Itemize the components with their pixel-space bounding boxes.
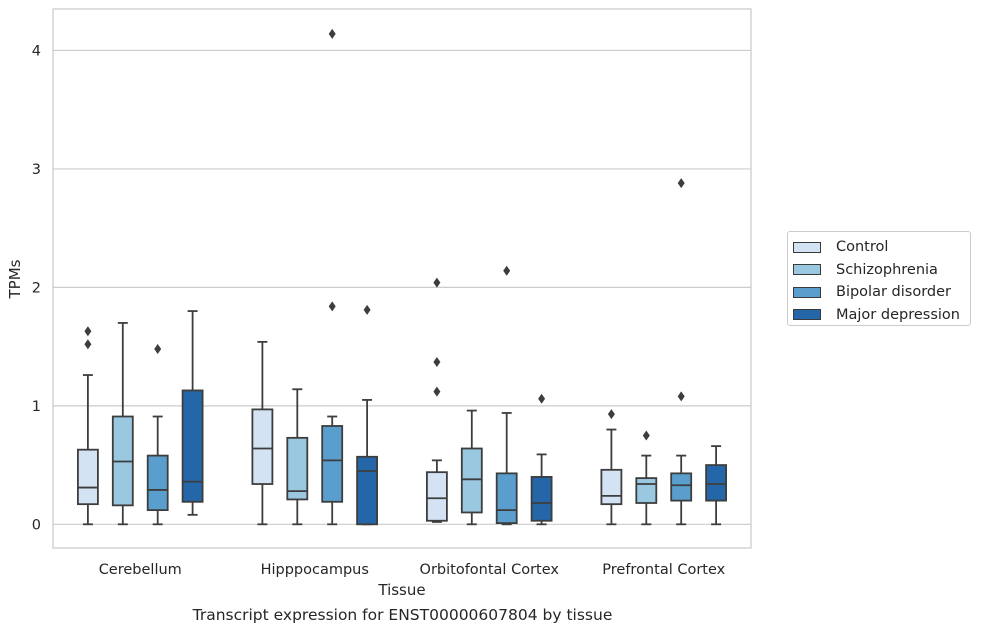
box-iqr: [181, 389, 204, 503]
box-3-1: [635, 430, 658, 526]
box-0-1: [111, 322, 134, 526]
legend-item: Major depression: [793, 304, 970, 327]
y-tick-label: 4: [32, 43, 41, 59]
legend-item: Schizophrenia: [793, 259, 970, 282]
box-iqr: [321, 425, 344, 503]
legend-swatch: [793, 241, 821, 253]
figure-caption: Transcript expression for ENST0000060780…: [192, 606, 613, 624]
legend-label: Control: [836, 239, 889, 256]
box-2-0: [425, 277, 448, 523]
box-2-3: [530, 393, 553, 526]
box-iqr: [635, 477, 658, 504]
x-tick-label: Orbitofontal Cortex: [420, 562, 560, 578]
legend-label: Bipolar disorder: [836, 284, 951, 301]
box-iqr: [425, 471, 448, 522]
legend-label: Major depression: [836, 306, 960, 323]
outlier-point: [433, 357, 441, 368]
legend-item: Control: [793, 236, 970, 259]
box-1-2: [321, 28, 344, 526]
x-tick-label: Hipppocampus: [261, 562, 369, 578]
outlier-point: [433, 386, 441, 397]
outlier-point: [503, 265, 511, 276]
box-0-0: [77, 326, 99, 526]
outlier-point: [642, 430, 650, 441]
legend-swatch: [793, 286, 821, 298]
box-2-1: [460, 409, 483, 526]
y-tick-label: 0: [32, 517, 41, 533]
outlier-point: [328, 28, 336, 39]
outlier-point: [433, 277, 441, 288]
box-3-2: [670, 178, 693, 526]
box-iqr: [251, 408, 274, 485]
boxes: [77, 28, 727, 526]
y-tick-label: 3: [32, 162, 41, 178]
box-iqr: [356, 455, 379, 526]
legend-swatch: [793, 309, 821, 321]
legend-item: Bipolar disorder: [793, 281, 970, 304]
y-tick-label: 1: [32, 399, 41, 415]
outlier-point: [363, 304, 371, 315]
box-iqr: [146, 454, 169, 511]
y-tick-label: 2: [32, 280, 41, 296]
box-0-2: [146, 343, 169, 526]
plot-frame: [52, 8, 752, 549]
box-1-1: [286, 388, 309, 526]
y-axis-title: TPMs: [6, 259, 24, 299]
outlier-point: [677, 178, 685, 189]
legend-label: Schizophrenia: [836, 261, 938, 278]
gridlines: [53, 49, 751, 525]
y-tick-labels: 0 1 2 3 4: [32, 43, 41, 533]
outlier-point: [607, 409, 615, 420]
x-tick-label: Cerebellum: [99, 562, 182, 578]
x-axis-title: Tissue: [377, 581, 425, 599]
box-0-3: [181, 310, 204, 516]
x-tick-labels: Cerebellum Hipppocampus Orbitofontal Corte…: [99, 562, 726, 578]
outlier-point: [538, 393, 546, 404]
box-3-0: [600, 409, 623, 526]
outlier-point: [84, 326, 92, 337]
box-1-3: [356, 304, 379, 526]
outlier-point: [677, 391, 685, 402]
outlier-point: [84, 339, 92, 350]
box-2-2: [495, 265, 518, 526]
box-3-3: [705, 445, 727, 526]
box-1-0: [251, 340, 274, 526]
box-iqr: [460, 447, 483, 514]
box-iqr: [286, 436, 309, 501]
outlier-point: [154, 343, 162, 354]
box-iqr: [705, 464, 727, 502]
legend-swatch: [793, 264, 821, 276]
box-iqr: [495, 472, 518, 525]
box-iqr: [670, 472, 693, 502]
legend: Control Schizophrenia Bipolar disorder Majo…: [787, 231, 971, 326]
x-tick-label: Prefrontal Cortex: [602, 562, 725, 578]
box-iqr: [77, 448, 99, 506]
outlier-point: [328, 301, 336, 312]
box-iqr: [530, 476, 553, 522]
box-iqr: [600, 468, 623, 506]
